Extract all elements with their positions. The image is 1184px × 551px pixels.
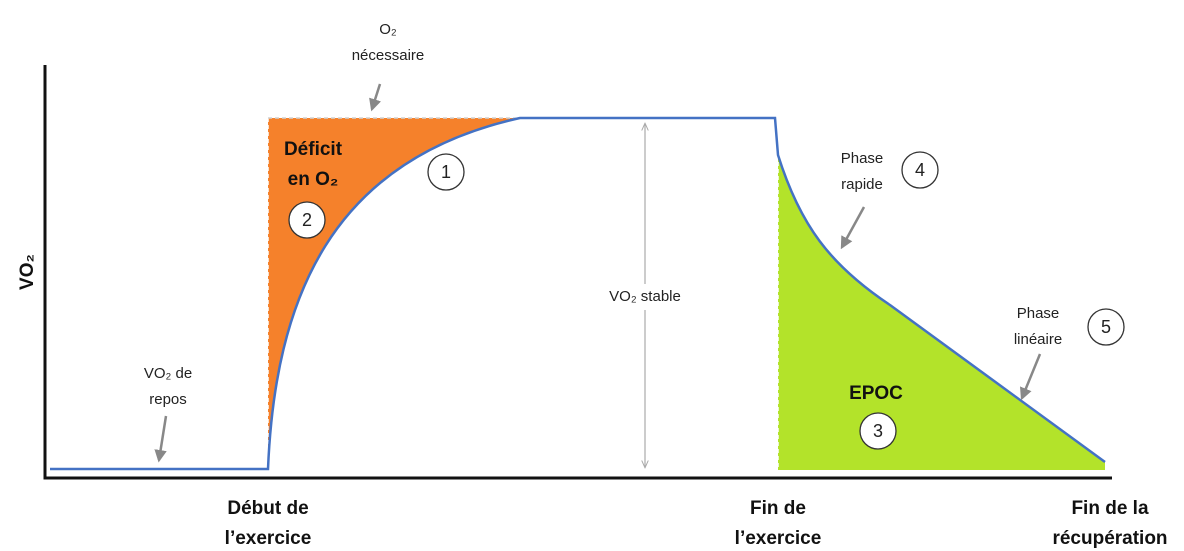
marker-circles [288,151,1125,450]
x-label: l’exercice [735,528,822,549]
o2-required: nécessaire [352,47,425,64]
deficit-label: Déficit [284,139,343,160]
y-axis-label: VO₂ [17,254,38,290]
label-bg [585,284,705,310]
deficit-label: en O₂ [288,169,339,190]
x-label: Fin de la [1071,498,1149,519]
o2-required: O₂ [379,21,397,38]
marker: 4 [915,160,925,180]
x-label: récupération [1052,528,1167,549]
x-label: Fin de [750,498,806,519]
marker: 5 [1101,317,1111,337]
steady-label: VO₂ stable [609,288,681,305]
rest-label: repos [149,391,187,408]
marker: 2 [302,210,312,230]
epoc-area [778,155,1105,470]
axes [43,65,1112,480]
deficit-area [268,118,520,469]
linear-phase-label: Phase [1017,305,1060,322]
vo2-curve [50,116,1106,471]
rest-label: VO₂ de [144,365,192,382]
fast-phase-label: Phase [841,150,884,167]
marker: 3 [873,421,883,441]
pointer-arrows [154,83,1042,463]
fast-phase-label: rapide [841,176,883,193]
x-label: Début de [227,498,308,519]
epoc-label: EPOC [849,383,903,404]
marker: 1 [441,162,451,182]
x-label: l’exercice [225,528,312,549]
linear-phase-label: linéaire [1014,331,1062,348]
